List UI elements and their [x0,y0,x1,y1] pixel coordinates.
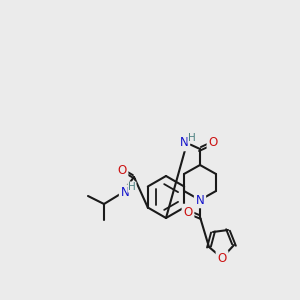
Text: O: O [183,206,193,218]
Text: O: O [208,136,217,149]
Text: N: N [121,187,129,200]
Text: H: H [188,133,196,143]
Text: N: N [180,136,188,149]
Text: H: H [128,182,136,192]
Text: O: O [218,251,226,265]
Text: O: O [117,164,127,176]
Text: N: N [196,194,204,206]
